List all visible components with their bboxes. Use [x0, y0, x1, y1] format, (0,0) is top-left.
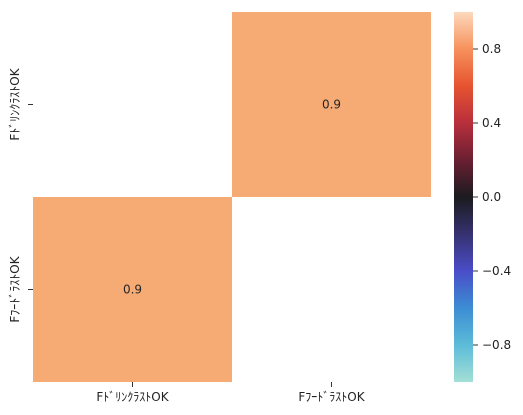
cell-annotation: 0.9: [123, 283, 142, 297]
y-tick-label: FﾄﾞﾘﾝｸﾗｽﾄOK: [8, 67, 22, 140]
colorbar-tick-label: 0.8: [482, 42, 501, 56]
y-axis: FﾄﾞﾘﾝｸﾗｽﾄOK FﾌｰﾄﾞﾗｽﾄOK: [8, 67, 33, 323]
colorbar-tick-label: −0.8: [482, 338, 511, 352]
colorbar: −0.8 −0.4 0.0 0.4 0.8: [454, 12, 511, 382]
heatmap-cell: [33, 197, 232, 382]
heatmap-cell: [232, 12, 431, 197]
heatmap-cells: [33, 12, 431, 382]
cell-annotation: 0.9: [322, 98, 341, 112]
colorbar-tick-label: −0.4: [482, 264, 511, 278]
y-tick-label: FﾌｰﾄﾞﾗｽﾄOK: [8, 255, 22, 322]
colorbar-tick-label: 0.0: [482, 190, 501, 204]
colorbar-tick-label: 0.4: [482, 116, 501, 130]
colorbar-gradient: [454, 12, 473, 382]
x-tick-label: FﾌｰﾄﾞﾗｽﾄOK: [298, 390, 365, 404]
x-tick-label: FﾄﾞﾘﾝｸﾗｽﾄOK: [96, 390, 169, 404]
cell-annotations: 0.9 0.9: [123, 98, 341, 297]
x-axis: FﾄﾞﾘﾝｸﾗｽﾄOK FﾌｰﾄﾞﾗｽﾄOK: [96, 382, 366, 404]
